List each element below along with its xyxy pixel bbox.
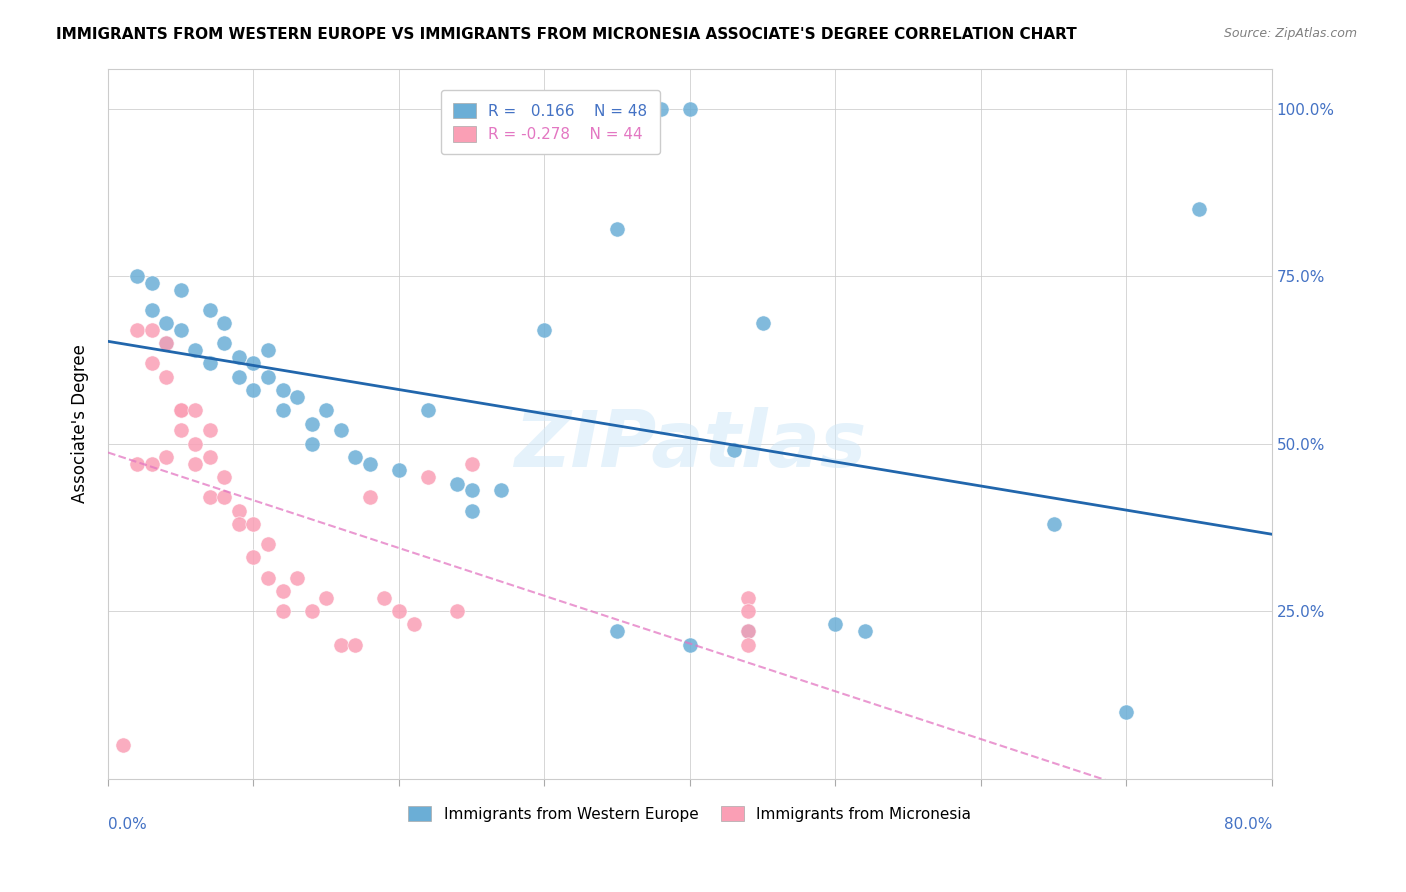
Point [489, 483, 512, 498]
Point [344, 638, 367, 652]
Point [301, 436, 323, 450]
Text: Source: ZipAtlas.com: Source: ZipAtlas.com [1223, 27, 1357, 40]
Point [416, 470, 439, 484]
Point [315, 591, 337, 605]
Point [285, 571, 308, 585]
Point [127, 269, 149, 284]
Point [184, 436, 207, 450]
Point [141, 457, 163, 471]
Point [170, 423, 193, 437]
Point [127, 323, 149, 337]
Point [257, 537, 280, 551]
Point [141, 356, 163, 370]
Point [751, 316, 773, 330]
Text: ZIPatlas: ZIPatlas [513, 407, 866, 483]
Point [127, 457, 149, 471]
Point [198, 423, 221, 437]
Point [242, 383, 264, 397]
Point [446, 476, 468, 491]
Point [285, 390, 308, 404]
Point [737, 591, 759, 605]
Point [737, 604, 759, 618]
Legend: Immigrants from Western Europe, Immigrants from Micronesia: Immigrants from Western Europe, Immigran… [402, 799, 977, 828]
Point [155, 450, 177, 464]
Point [155, 336, 177, 351]
Point [271, 584, 294, 599]
Y-axis label: Associate's Degree: Associate's Degree [72, 344, 89, 503]
Point [170, 323, 193, 337]
Point [824, 617, 846, 632]
Point [170, 403, 193, 417]
Point [141, 276, 163, 290]
Point [184, 403, 207, 417]
Point [679, 638, 702, 652]
Point [606, 624, 628, 639]
Point [271, 403, 294, 417]
Point [650, 102, 672, 116]
Point [416, 403, 439, 417]
Point [257, 571, 280, 585]
Point [388, 463, 411, 477]
Point [737, 624, 759, 639]
Point [1042, 516, 1064, 531]
Point [505, 102, 527, 116]
Point [214, 470, 236, 484]
Point [315, 403, 337, 417]
Point [388, 604, 411, 618]
Point [402, 617, 425, 632]
Point [257, 369, 280, 384]
Point [155, 336, 177, 351]
Point [198, 450, 221, 464]
Point [853, 624, 876, 639]
Point [359, 457, 381, 471]
Point [242, 356, 264, 370]
Point [460, 503, 482, 517]
Point [359, 490, 381, 504]
Point [242, 516, 264, 531]
Point [1188, 202, 1211, 217]
Point [198, 490, 221, 504]
Point [170, 403, 193, 417]
Point [141, 323, 163, 337]
Point [228, 369, 250, 384]
Point [155, 316, 177, 330]
Point [257, 343, 280, 357]
Point [679, 102, 702, 116]
Point [214, 490, 236, 504]
Point [301, 604, 323, 618]
Point [301, 417, 323, 431]
Point [170, 283, 193, 297]
Point [271, 383, 294, 397]
Point [198, 356, 221, 370]
Point [214, 336, 236, 351]
Point [228, 516, 250, 531]
Point [533, 323, 555, 337]
Point [344, 450, 367, 464]
Text: IMMIGRANTS FROM WESTERN EUROPE VS IMMIGRANTS FROM MICRONESIA ASSOCIATE'S DEGREE : IMMIGRANTS FROM WESTERN EUROPE VS IMMIGR… [56, 27, 1077, 42]
Point [737, 624, 759, 639]
Point [141, 302, 163, 317]
Point [271, 604, 294, 618]
Point [214, 316, 236, 330]
Point [111, 738, 134, 752]
Point [460, 483, 482, 498]
Point [184, 457, 207, 471]
Point [737, 638, 759, 652]
Point [373, 591, 395, 605]
Point [228, 350, 250, 364]
Point [228, 503, 250, 517]
Point [1115, 705, 1137, 719]
Point [606, 222, 628, 236]
Point [242, 550, 264, 565]
Point [329, 638, 352, 652]
Point [446, 604, 468, 618]
Point [460, 457, 482, 471]
Point [329, 423, 352, 437]
Point [198, 302, 221, 317]
Text: 80.0%: 80.0% [1223, 817, 1272, 832]
Point [723, 443, 745, 458]
Point [155, 369, 177, 384]
Point [184, 343, 207, 357]
Text: 0.0%: 0.0% [108, 817, 146, 832]
